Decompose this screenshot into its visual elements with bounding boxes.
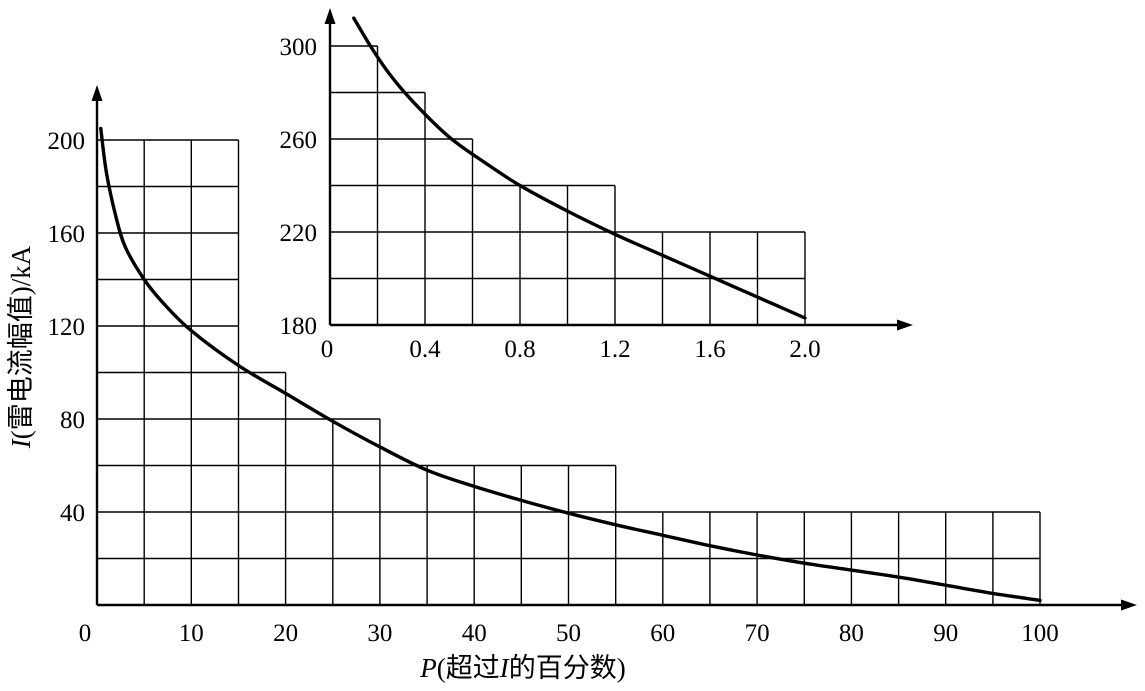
x-tick-label: 70: [745, 620, 770, 647]
x-tick-label: 50: [556, 620, 581, 647]
x-tick-label: 1.2: [599, 336, 630, 363]
probability-curve: [99, 126, 1042, 603]
y-tick-label: 80: [60, 407, 85, 434]
x-axis-title-segment: P: [419, 653, 437, 683]
x-axis-arrowhead: [1121, 599, 1137, 611]
y-axis-title-segment: I: [6, 437, 36, 449]
x-tick-label: 10: [179, 620, 204, 647]
y-tick-label: 220: [280, 220, 318, 247]
y-tick-label: 260: [280, 127, 318, 154]
x-axis-title: P(超过I的百分数): [419, 653, 626, 683]
y-axis-title: I(雷电流幅值)/kA: [6, 245, 36, 449]
x-tick-label: 20: [273, 620, 298, 647]
x-tick-label: 30: [367, 620, 392, 647]
x-tick-label: 1.6: [694, 336, 725, 363]
x-axis-title-segment: 的百分数): [509, 653, 626, 683]
y-tick-label: 200: [48, 128, 86, 155]
x-tick-label: 0.8: [504, 336, 535, 363]
x-axis-title-segment: (超过: [437, 653, 500, 683]
inset-chart: 0 0.4 0.8 1.2 1.6 2.0 180 220 260 300: [280, 8, 913, 363]
y-axis-arrowhead: [91, 85, 103, 101]
y-tick-label: 160: [48, 221, 86, 248]
x-tick-label: 60: [650, 620, 675, 647]
y-axis-arrowhead: [324, 8, 336, 24]
x-tick-label: 100: [1021, 620, 1059, 647]
x-tick-label: 2.0: [789, 336, 820, 363]
main-chart: 0 10 20 30 40 50 60 70 80 90 1004080120160200P(超过I…: [6, 85, 1137, 683]
x-tick-label: 0: [79, 620, 92, 647]
x-tick-label: 0.4: [409, 336, 441, 363]
y-tick-label: 180: [280, 313, 318, 340]
y-axis-title-segment: (雷电流幅值)/kA: [6, 245, 36, 439]
x-tick-label: 0: [321, 336, 334, 363]
y-tick-label: 40: [60, 500, 85, 527]
y-tick-label: 120: [48, 314, 86, 341]
x-axis-arrowhead: [897, 319, 913, 331]
x-tick-label: 80: [839, 620, 864, 647]
y-tick-label: 300: [280, 34, 318, 61]
x-tick-label: 40: [462, 620, 487, 647]
x-axis-title-segment: I: [499, 653, 511, 683]
probability-curve: [352, 16, 807, 320]
x-tick-label: 90: [933, 620, 958, 647]
